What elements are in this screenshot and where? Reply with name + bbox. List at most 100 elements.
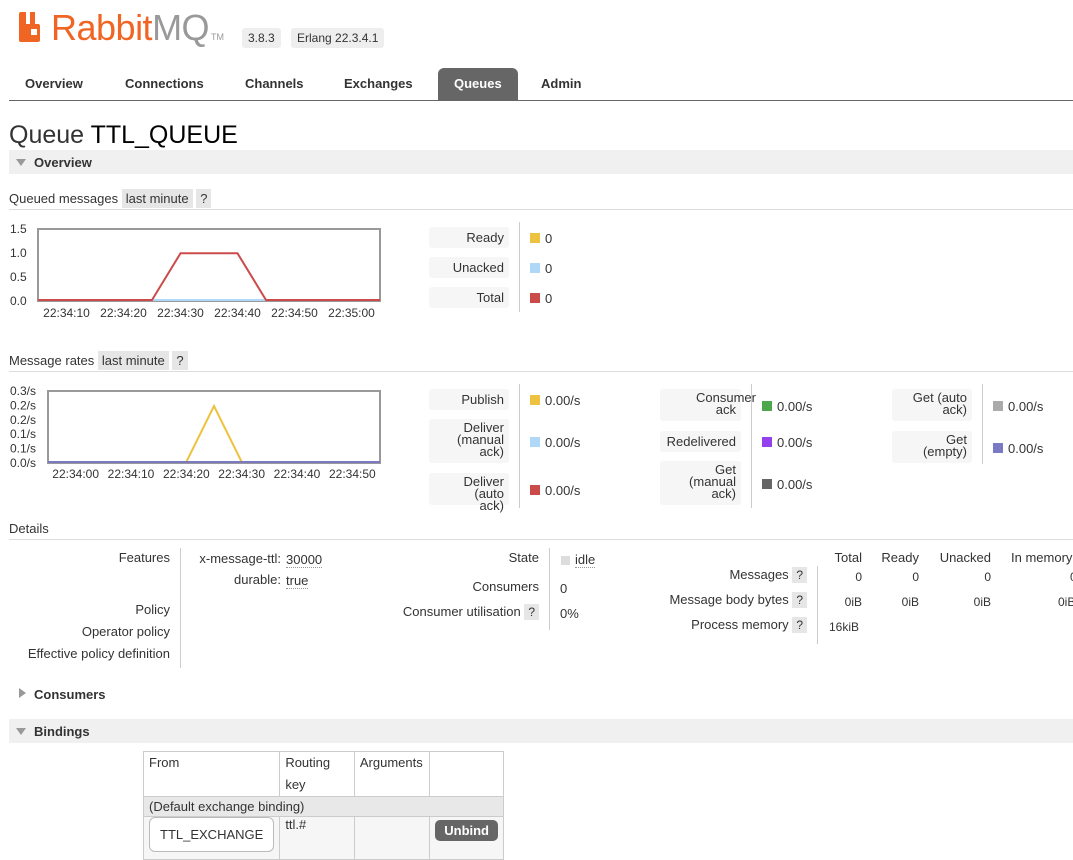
x-tick-label: 22:34:20: [163, 467, 210, 481]
binding-source-exchange-link[interactable]: TTL_EXCHANGE: [149, 817, 275, 852]
x-tick-label: 22:34:50: [271, 306, 318, 320]
legend-divider: [982, 384, 983, 464]
plot-area: [47, 390, 381, 464]
main-nav-tabs: Overview Connections Channels Exchanges …: [9, 68, 1073, 101]
bindings-header-row: From Routing key Arguments: [142, 751, 504, 797]
stats-process-memory-text: Process memory: [691, 617, 789, 632]
legend-ready-label: Ready: [429, 227, 509, 248]
page-title: Queue TTL_QUEUE: [9, 121, 238, 150]
rate-deliver-auto-swatch: [530, 485, 540, 495]
legend-total-swatch: [530, 293, 540, 303]
queued-messages-chart: 1.5 1.0 0.5 0.0 22:34:10 22:34:20 22:34:30 22:3…: [10, 222, 381, 320]
queued-messages-range-selector[interactable]: last minute: [121, 189, 193, 208]
stats-messages-total: 0: [855, 570, 862, 584]
rate-deliver-auto-label: Deliver (auto ack): [429, 473, 509, 512]
rate-redelivered-label: Redelivered: [660, 431, 741, 452]
collapse-arrow-icon: [16, 159, 26, 166]
rate-get-empty-label: Get (empty): [892, 431, 972, 463]
rate-get-empty-value: 0.00/s: [1008, 441, 1044, 456]
legend-total-label: Total: [429, 287, 509, 308]
consumer-utilisation-value: 0%: [560, 606, 579, 621]
stats-process-memory-label: Process memory ?: [640, 617, 807, 633]
x-tick-label: 22:34:50: [329, 467, 376, 481]
y-tick-label: 0.0/s: [10, 456, 36, 470]
x-tick-label: 22:34:30: [218, 467, 265, 481]
message-rates-range-selector[interactable]: last minute: [97, 351, 169, 370]
queued-messages-help-button[interactable]: ?: [196, 189, 212, 208]
bindings-col-actions: [429, 751, 504, 797]
messages-help-button[interactable]: ?: [792, 567, 807, 583]
details-heading: Details: [9, 521, 49, 536]
divider: [9, 209, 1073, 210]
x-tick-label: 22:34:40: [214, 306, 261, 320]
tab-connections[interactable]: Connections: [125, 76, 204, 91]
stats-bytes-unacked: 0iB: [973, 595, 991, 609]
queued-messages-heading: Queued messages last minute ?: [9, 189, 212, 208]
consumers-section-toggle[interactable]: Consumers: [9, 682, 1073, 706]
body-bytes-help-button[interactable]: ?: [792, 592, 807, 608]
stats-header-ready: Ready: [881, 550, 919, 565]
divider: [9, 539, 1073, 540]
divider: [9, 371, 1073, 372]
operator-policy-label: Operator policy: [81, 624, 170, 639]
x-tick-label: 22:34:10: [108, 467, 155, 481]
stats-header-total: Total: [834, 550, 862, 565]
legend-ready-swatch: [530, 233, 540, 243]
y-tick-label: 1.5: [10, 222, 27, 236]
state-indicator-icon: [561, 556, 570, 565]
rate-get-manual-label: Get (manual ack): [660, 461, 741, 505]
feature-durable-key: durable:: [234, 572, 281, 587]
plot-area: [37, 228, 381, 302]
stats-messages-in-memory: 0: [1070, 570, 1073, 584]
logo-text-rabbit: Rabbit: [51, 7, 153, 48]
stats-body-bytes-text: Message body bytes: [669, 592, 789, 607]
default-binding-label: (Default exchange binding): [143, 796, 504, 817]
tab-admin[interactable]: Admin: [541, 76, 582, 91]
consumers-label: Consumers: [472, 579, 539, 594]
bindings-col-from: From: [142, 751, 281, 797]
policy-label: Policy: [135, 602, 170, 617]
stats-process-memory-value: 16kiB: [829, 620, 860, 634]
message-rates-label: Message rates: [9, 353, 95, 368]
process-memory-help-button[interactable]: ?: [792, 617, 807, 633]
message-rates-help-button[interactable]: ?: [172, 351, 188, 370]
bindings-col-routing-key: Routing key: [279, 751, 355, 797]
version-badge: 3.8.3: [242, 28, 281, 48]
x-tick-label: 22:34:30: [157, 306, 204, 320]
features-label: Features: [118, 550, 170, 565]
legend-divider: [751, 384, 752, 508]
unbind-button[interactable]: Unbind: [435, 820, 498, 841]
y-tick-label: 0.1/s: [10, 442, 36, 456]
rate-publish-value: 0.00/s: [545, 393, 581, 408]
message-rates-heading: Message rates last minute ?: [9, 351, 188, 370]
rate-get-auto-swatch: [993, 401, 1003, 411]
page-title-queue-name: TTL_QUEUE: [90, 121, 238, 149]
page-title-prefix: Queue: [9, 121, 85, 149]
legend-unacked-label: Unacked: [429, 257, 509, 278]
rate-consumer-ack-value: 0.00/s: [777, 399, 813, 414]
tab-queues[interactable]: Queues: [438, 68, 518, 100]
overview-section-toggle[interactable]: Overview: [9, 150, 1073, 174]
bindings-section-toggle[interactable]: Bindings: [9, 719, 1073, 743]
stats-header-in-memory: In memory: [1011, 550, 1073, 565]
bindings-section-label: Bindings: [34, 724, 90, 739]
stats-messages-text: Messages: [729, 567, 789, 582]
rate-get-manual-swatch: [762, 479, 772, 489]
binding-routing-key: ttl.#: [279, 816, 355, 860]
consumers-section-label: Consumers: [34, 687, 106, 702]
binding-from-cell: TTL_EXCHANGE: [142, 816, 281, 860]
logo-text-mq: MQ: [152, 7, 210, 48]
default-binding-row: (Default exchange binding): [143, 796, 504, 817]
consumer-utilisation-help-button[interactable]: ?: [524, 604, 539, 620]
tab-exchanges[interactable]: Exchanges: [344, 76, 413, 91]
y-tick-label: 0.5: [10, 270, 27, 284]
rate-get-auto-label: Get (auto ack): [892, 389, 972, 421]
rate-publish-swatch: [530, 395, 540, 405]
rate-get-empty-swatch: [993, 443, 1003, 453]
details-divider: [549, 548, 550, 630]
tab-overview[interactable]: Overview: [25, 76, 83, 91]
tab-channels[interactable]: Channels: [245, 76, 304, 91]
stats-bytes-in-memory: 0iB: [1058, 595, 1073, 609]
rabbitmq-logo-icon: [19, 12, 40, 42]
rate-deliver-manual-value: 0.00/s: [545, 435, 581, 450]
